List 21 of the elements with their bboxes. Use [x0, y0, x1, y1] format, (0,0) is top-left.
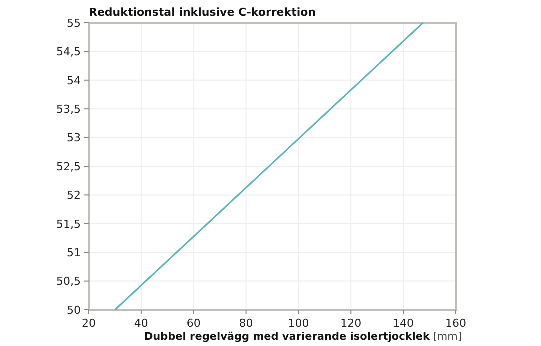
- y-tick-label: 51: [67, 246, 81, 260]
- x-axis-title: Dubbel regelvägg med varierande isolertjocklek [mm]: [144, 331, 462, 343]
- chart-title: Reduktionstal inklusive C-korrektion: [89, 6, 316, 19]
- y-tick-label: 53: [67, 132, 81, 145]
- y-tick-label: 52,5: [56, 160, 81, 174]
- x-tick-label: 40: [134, 317, 148, 330]
- y-tick-label: 51,5: [56, 218, 81, 231]
- x-tick-label: 80: [239, 317, 254, 330]
- x-tick-label: 60: [186, 317, 201, 330]
- x-tick-label: 120: [340, 317, 362, 330]
- x-tick-label: 160: [446, 317, 466, 330]
- x-tick-label: 100: [288, 317, 310, 330]
- x-tick-label: 140: [393, 317, 414, 330]
- y-tick-label: 50,5: [56, 275, 81, 288]
- y-tick-label: 52: [67, 189, 81, 202]
- y-tick-label: 50: [67, 304, 81, 317]
- y-tick-label: 53,5: [56, 102, 81, 116]
- y-tick-label: 55: [67, 16, 81, 30]
- y-tick-label: 54: [67, 74, 81, 88]
- x-tick-label: 20: [82, 317, 96, 330]
- y-tick-label: 54,5: [56, 46, 81, 59]
